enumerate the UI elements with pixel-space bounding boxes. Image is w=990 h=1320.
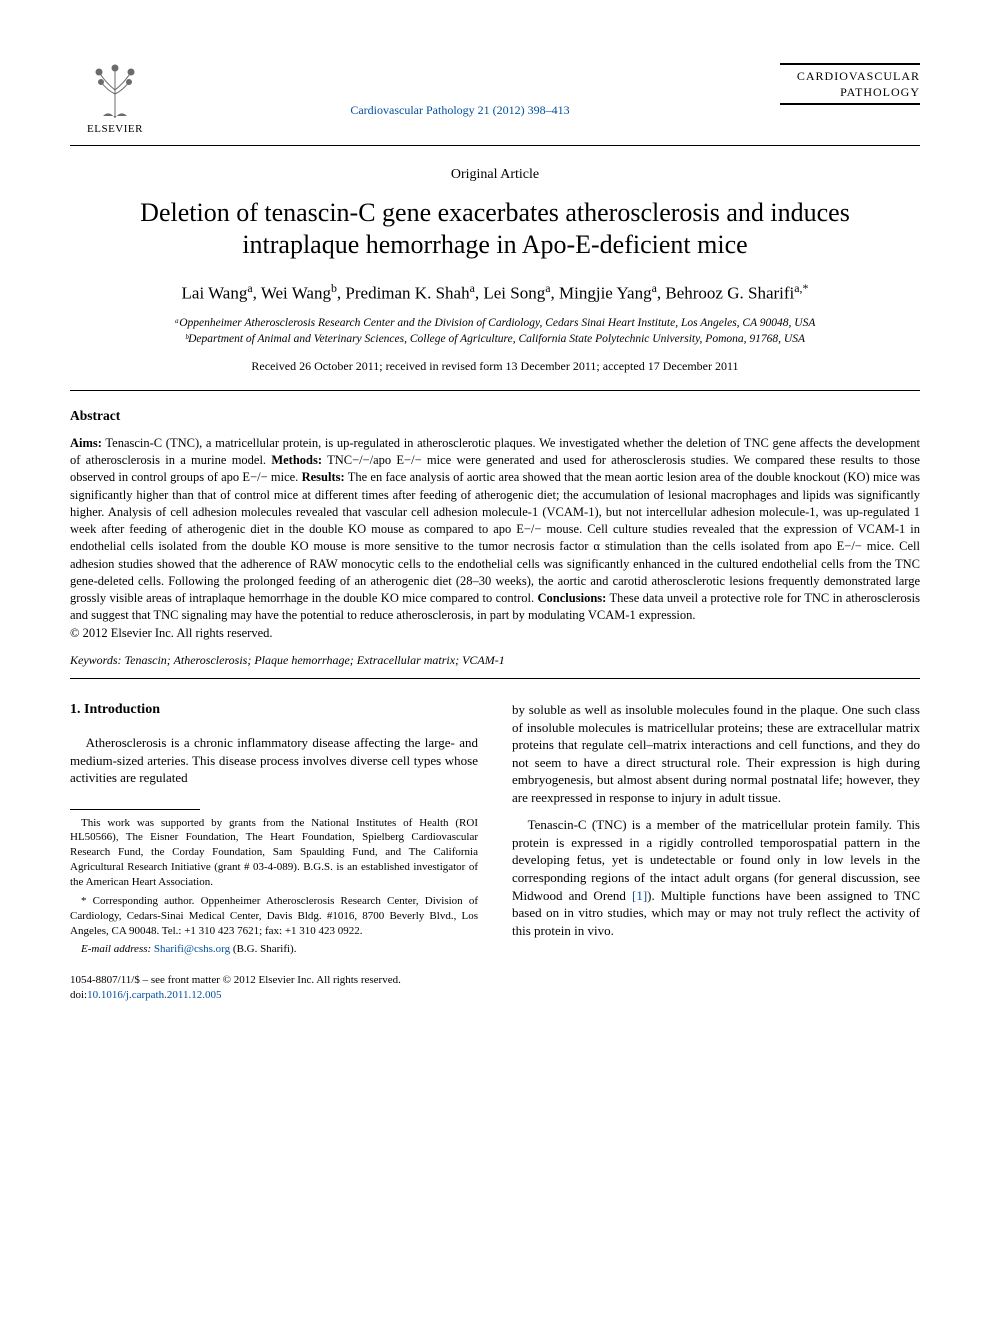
affiliation-a: ᵃOppenheimer Atherosclerosis Research Ce…	[70, 315, 920, 331]
page-footer: 1054-8807/11/$ – see front matter © 2012…	[70, 973, 478, 1003]
results-label: Results:	[302, 470, 345, 484]
author-list: Lai Wanga, Wei Wangb, Prediman K. Shaha,…	[70, 280, 920, 306]
keywords-line: Keywords: Tenascin; Atherosclerosis; Pla…	[70, 652, 920, 668]
right-column: by soluble as well as insoluble molecule…	[512, 701, 920, 1003]
header-row: ELSEVIER Cardiovascular Pathology 21 (20…	[70, 60, 920, 137]
article-title: Deletion of tenascin-C gene exacerbates …	[90, 197, 900, 262]
elsevier-tree-icon	[85, 60, 145, 120]
article-type: Original Article	[70, 166, 920, 185]
doi-line: doi:10.1016/j.carpath.2011.12.005	[70, 988, 478, 1003]
keywords-text: Tenascin; Atherosclerosis; Plaque hemorr…	[122, 653, 505, 667]
publisher-name: ELSEVIER	[87, 122, 143, 137]
journal-logo-line1: CARDIOVASCULAR	[760, 68, 920, 84]
header-rule	[70, 145, 920, 146]
intro-p3: Tenascin-C (TNC) is a member of the matr…	[512, 816, 920, 939]
corresponding-footnote: * Corresponding author. Oppenheimer Athe…	[70, 894, 478, 939]
abstract-copyright: © 2012 Elsevier Inc. All rights reserved…	[70, 626, 273, 640]
footnote-rule	[70, 809, 200, 810]
results-text: The en face analysis of aortic area show…	[70, 470, 920, 605]
affiliations: ᵃOppenheimer Atherosclerosis Research Ce…	[70, 315, 920, 347]
abstract-heading: Abstract	[70, 407, 920, 425]
journal-logo: CARDIOVASCULAR PATHOLOGY	[760, 60, 920, 108]
abstract-top-rule	[70, 390, 920, 391]
affiliation-b: ᵇDepartment of Animal and Veterinary Sci…	[70, 331, 920, 347]
email-label: E-mail address:	[81, 943, 151, 955]
email-footnote: E-mail address: Sharifi@cshs.org (B.G. S…	[70, 942, 478, 957]
funding-footnote: This work was supported by grants from t…	[70, 816, 478, 890]
email-link[interactable]: Sharifi@cshs.org	[151, 943, 230, 955]
copyright-line: 1054-8807/11/$ – see front matter © 2012…	[70, 973, 478, 988]
intro-p2: by soluble as well as insoluble molecule…	[512, 701, 920, 806]
methods-label: Methods:	[271, 453, 322, 467]
abstract-bottom-rule	[70, 678, 920, 679]
body-columns: 1. Introduction Atherosclerosis is a chr…	[70, 701, 920, 1003]
journal-ref-link[interactable]: Cardiovascular Pathology 21 (2012) 398–4…	[350, 103, 569, 117]
aims-label: Aims:	[70, 436, 102, 450]
article-dates: Received 26 October 2011; received in re…	[70, 358, 920, 374]
journal-reference[interactable]: Cardiovascular Pathology 21 (2012) 398–4…	[160, 102, 760, 118]
footnotes: This work was supported by grants from t…	[70, 816, 478, 958]
intro-p1: Atherosclerosis is a chronic inflammator…	[70, 734, 478, 787]
journal-logo-line2: PATHOLOGY	[760, 84, 920, 100]
intro-heading: 1. Introduction	[70, 701, 478, 720]
left-column: 1. Introduction Atherosclerosis is a chr…	[70, 701, 478, 1003]
email-attrib: (B.G. Sharifi).	[230, 943, 296, 955]
conclusions-label: Conclusions:	[538, 591, 607, 605]
doi-link[interactable]: 10.1016/j.carpath.2011.12.005	[87, 989, 221, 1001]
abstract-body: Aims: Tenascin-C (TNC), a matricellular …	[70, 435, 920, 642]
keywords-label: Keywords:	[70, 653, 122, 667]
doi-label: doi:	[70, 989, 87, 1001]
publisher-logo: ELSEVIER	[70, 60, 160, 137]
ref-1-link[interactable]: [1]	[632, 888, 647, 903]
